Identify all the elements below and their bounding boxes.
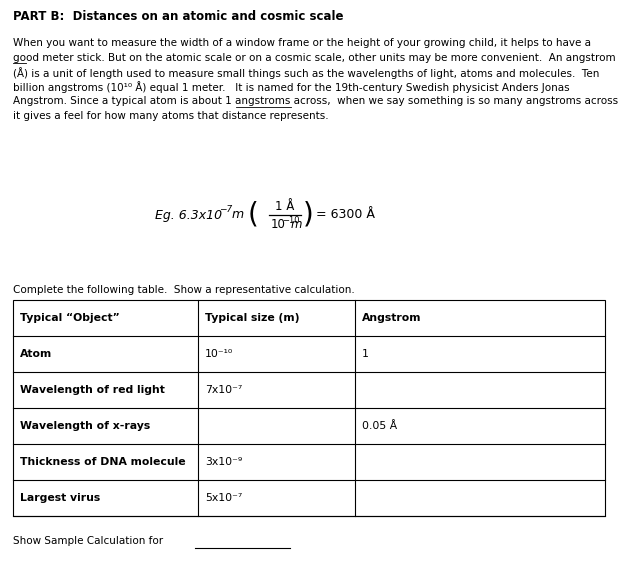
Text: Angstrom. Since a typical atom is about 1 angstroms across,  when we say somethi: Angstrom. Since a typical atom is about … (13, 96, 618, 106)
Text: Wavelength of x-rays: Wavelength of x-rays (20, 421, 150, 431)
Text: it gives a feel for how many atoms that distance represents.: it gives a feel for how many atoms that … (13, 111, 329, 120)
Text: PART B:  Distances on an atomic and cosmic scale: PART B: Distances on an atomic and cosmi… (13, 10, 344, 23)
Text: good meter stick. But on the atomic scale or on a cosmic scale, other units may : good meter stick. But on the atomic scal… (13, 52, 616, 62)
Text: ): ) (303, 201, 314, 229)
Text: 7x10⁻⁷: 7x10⁻⁷ (205, 385, 242, 395)
Text: Eg. 6.3x10: Eg. 6.3x10 (155, 209, 222, 221)
Text: 1 Å: 1 Å (275, 200, 295, 212)
Text: 1: 1 (362, 349, 369, 359)
Text: 10⁻¹⁰: 10⁻¹⁰ (205, 349, 233, 359)
Text: billion angstroms (10¹⁰ Å) equal 1 meter.   It is named for the 19th-century Swe: billion angstroms (10¹⁰ Å) equal 1 meter… (13, 81, 570, 93)
Text: When you want to measure the width of a window frame or the height of your growi: When you want to measure the width of a … (13, 38, 591, 48)
Text: Largest virus: Largest virus (20, 493, 100, 503)
Text: 10: 10 (271, 217, 286, 230)
Text: Show Sample Calculation for: Show Sample Calculation for (13, 536, 166, 546)
Text: (: ( (248, 201, 259, 229)
Text: −7: −7 (219, 205, 232, 214)
Text: 5x10⁻⁷: 5x10⁻⁷ (205, 493, 242, 503)
Text: m: m (228, 209, 248, 221)
Bar (13, 300, 605, 516)
Text: −10: −10 (282, 215, 300, 224)
Text: Atom: Atom (20, 349, 53, 359)
Text: Angstrom: Angstrom (362, 313, 421, 323)
Text: Wavelength of red light: Wavelength of red light (20, 385, 165, 395)
Text: Typical “Object”: Typical “Object” (20, 313, 120, 323)
Text: Complete the following table.  Show a representative calculation.: Complete the following table. Show a rep… (13, 285, 355, 295)
Text: Typical size (m): Typical size (m) (205, 313, 300, 323)
Text: Thickness of DNA molecule: Thickness of DNA molecule (20, 457, 185, 467)
Text: m: m (291, 217, 302, 230)
Text: = 6300 Å: = 6300 Å (316, 209, 375, 221)
Text: 0.05 Å: 0.05 Å (362, 421, 397, 431)
Text: 3x10⁻⁹: 3x10⁻⁹ (205, 457, 242, 467)
Text: (Å) is a unit of length used to measure small things such as the wavelengths of : (Å) is a unit of length used to measure … (13, 67, 599, 79)
